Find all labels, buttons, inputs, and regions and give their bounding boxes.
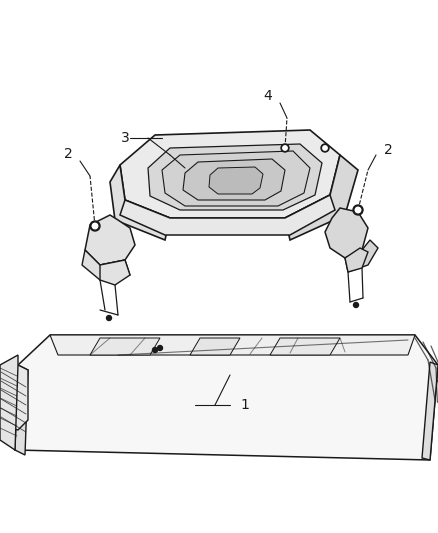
Circle shape bbox=[106, 316, 112, 320]
Polygon shape bbox=[50, 335, 415, 355]
Polygon shape bbox=[100, 260, 130, 285]
Circle shape bbox=[323, 146, 327, 150]
Polygon shape bbox=[0, 365, 28, 430]
Text: 2: 2 bbox=[384, 143, 392, 157]
Polygon shape bbox=[148, 144, 322, 210]
Circle shape bbox=[158, 345, 162, 351]
Polygon shape bbox=[90, 338, 160, 355]
Circle shape bbox=[281, 144, 289, 152]
Circle shape bbox=[355, 207, 361, 213]
Polygon shape bbox=[85, 215, 135, 265]
Polygon shape bbox=[120, 195, 335, 235]
Polygon shape bbox=[345, 248, 368, 272]
Text: 3: 3 bbox=[120, 131, 129, 145]
Polygon shape bbox=[82, 250, 130, 280]
Polygon shape bbox=[422, 362, 438, 460]
Polygon shape bbox=[110, 165, 170, 240]
Circle shape bbox=[283, 146, 287, 150]
Polygon shape bbox=[15, 365, 28, 455]
Polygon shape bbox=[270, 338, 340, 355]
Polygon shape bbox=[209, 167, 263, 194]
Polygon shape bbox=[120, 130, 340, 218]
Circle shape bbox=[353, 303, 358, 308]
Circle shape bbox=[321, 144, 329, 152]
Polygon shape bbox=[190, 338, 240, 355]
Circle shape bbox=[353, 205, 363, 215]
Text: 1: 1 bbox=[240, 398, 249, 412]
Polygon shape bbox=[183, 159, 285, 200]
Circle shape bbox=[92, 223, 98, 229]
Polygon shape bbox=[345, 240, 378, 272]
Text: 4: 4 bbox=[264, 89, 272, 103]
Polygon shape bbox=[162, 151, 310, 206]
Text: 2: 2 bbox=[64, 147, 72, 161]
Polygon shape bbox=[325, 208, 368, 258]
Circle shape bbox=[90, 221, 100, 231]
Circle shape bbox=[152, 348, 158, 352]
Polygon shape bbox=[0, 355, 18, 450]
Polygon shape bbox=[285, 155, 358, 240]
Polygon shape bbox=[15, 335, 438, 460]
